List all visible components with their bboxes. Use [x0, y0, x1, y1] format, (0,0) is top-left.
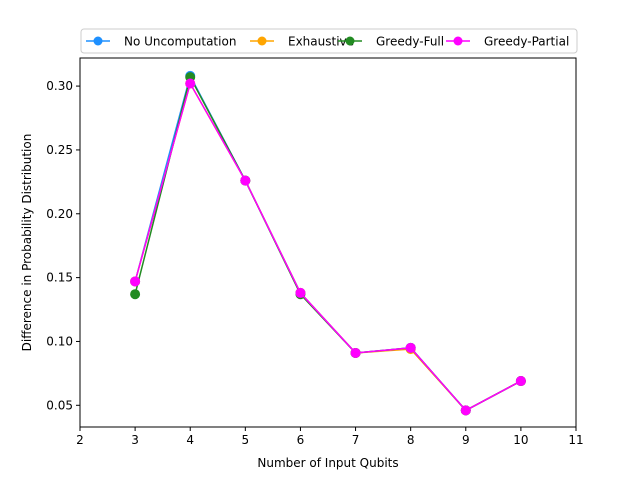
plot-area-frame: [79, 57, 577, 428]
x-axis-label: Number of Input Qubits: [257, 456, 398, 470]
legend-marker: [453, 36, 463, 46]
series-layer: [130, 70, 526, 416]
y-tick-label: 0.05: [46, 398, 73, 412]
data-point: [405, 342, 416, 353]
x-tick-label: 3: [131, 433, 139, 447]
x-tick-label: 2: [76, 433, 84, 447]
data-point: [350, 347, 361, 358]
y-tick-label: 0.10: [46, 334, 73, 348]
legend: No Uncomputation Exhaustive Greedy-Full Gre…: [80, 28, 578, 54]
data-point: [460, 405, 471, 416]
legend-marker: [257, 36, 267, 46]
data-point: [130, 276, 141, 287]
x-tick-label: 10: [513, 433, 528, 447]
x-tick-label: 4: [186, 433, 194, 447]
y-tick-label: 0.20: [46, 207, 73, 221]
data-point: [240, 175, 251, 186]
data-point: [295, 287, 306, 298]
series-greedy-partial: [130, 78, 526, 416]
y-tick-label: 0.25: [46, 143, 73, 157]
data-point: [515, 376, 526, 387]
legend-label: Greedy-Partial: [484, 35, 569, 49]
data-point: [130, 289, 141, 300]
legend-entry: No Uncomputation: [86, 35, 236, 49]
legend-frame: [80, 28, 578, 54]
x-tick-label: 6: [297, 433, 305, 447]
x-tick-label: 11: [568, 433, 583, 447]
legend-entry: Exhaustive: [250, 35, 354, 49]
x-tick-label: 8: [407, 433, 415, 447]
y-tick-label: 0.30: [46, 79, 73, 93]
legend-entry: Greedy-Full: [338, 35, 444, 49]
legend-label: Greedy-Full: [376, 35, 444, 49]
series-line: [134, 81, 522, 412]
data-point: [185, 78, 196, 89]
y-axis-label: Difference in Probability Distribution: [20, 134, 34, 352]
y-axis: 0.05 0.10 0.15 0.20 0.25 0.30: [46, 79, 80, 412]
legend-label: Exhaustive: [288, 35, 354, 49]
legend-marker: [345, 36, 355, 46]
x-tick-label: 5: [242, 433, 250, 447]
x-axis: 2 3 4 5 6 7 8 9 10 11: [76, 427, 584, 447]
x-tick-label: 7: [352, 433, 360, 447]
legend-entry: Greedy-Partial: [446, 35, 569, 49]
x-tick-label: 9: [462, 433, 470, 447]
legend-label: No Uncomputation: [124, 35, 236, 49]
legend-marker: [93, 36, 103, 46]
y-tick-label: 0.15: [46, 271, 73, 285]
